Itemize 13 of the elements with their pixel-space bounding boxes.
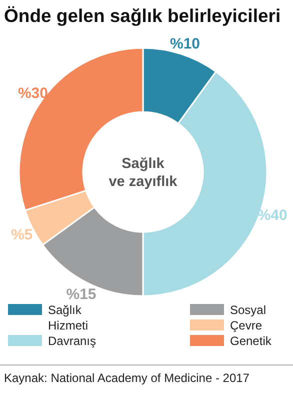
legend-label: Davranış [48, 334, 96, 348]
legend-label: Genetik [230, 334, 272, 348]
chart-title: Önde gelen sağlık belirleyicileri [4, 5, 281, 26]
legend-label: Çevre [230, 318, 262, 332]
data-label: %15 [66, 286, 96, 304]
data-label: %30 [18, 85, 48, 102]
legend-label: Sağlık Hizmeti [48, 303, 88, 332]
data-label: %10 [170, 36, 200, 53]
data-label: %5 [10, 226, 33, 244]
text: Kaynak: National Academy of Medicine - 2017 [4, 371, 250, 385]
data-label: %40 [257, 207, 288, 224]
legend-label: Sosyal [230, 303, 266, 317]
text: Sağlık ve zayıflık [108, 156, 178, 190]
